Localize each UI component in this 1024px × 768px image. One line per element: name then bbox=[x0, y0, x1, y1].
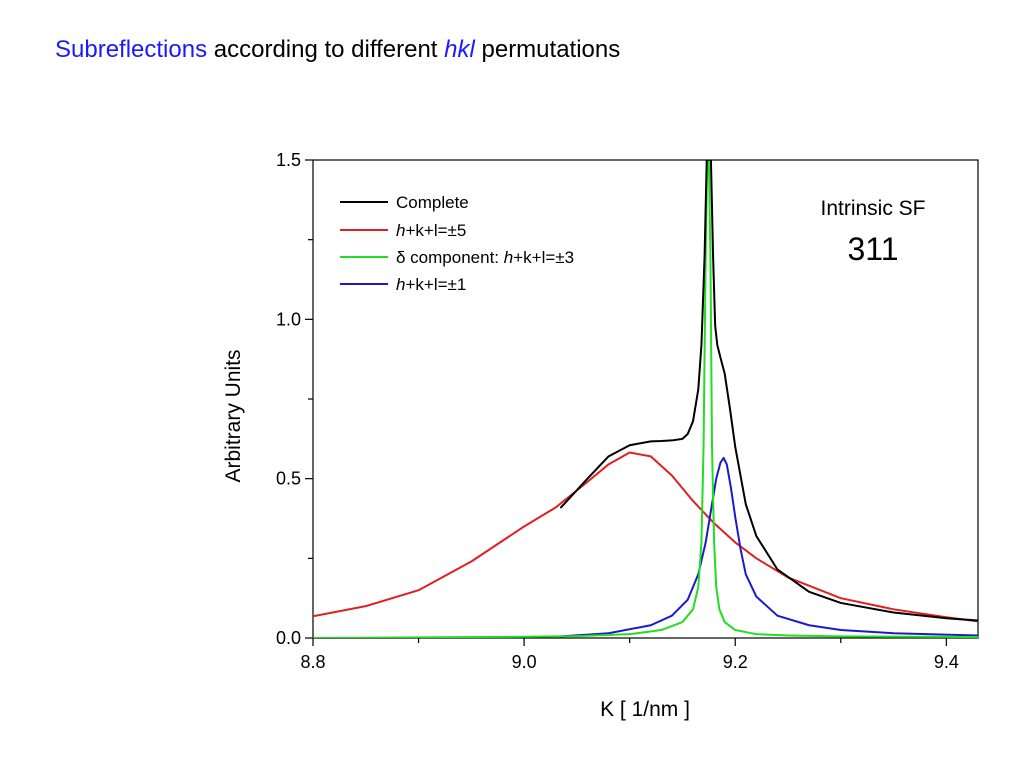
series-line-hkl5 bbox=[313, 451, 978, 623]
y-tick-labels: 0.0 0.5 1.0 1.5 bbox=[276, 150, 301, 648]
slide-title: Subreflections according to different hk… bbox=[55, 36, 620, 64]
y-tick-label: 1.0 bbox=[276, 309, 301, 329]
y-tick-label: 0.5 bbox=[276, 469, 301, 489]
title-part-subreflections: Subreflections bbox=[55, 36, 208, 63]
title-part-permutations: permutations bbox=[474, 36, 621, 63]
legend: Complete h+k+l=±5 δ component: h+k+l=±3 … bbox=[340, 193, 574, 294]
series-group bbox=[313, 160, 978, 638]
legend-entry-delta3: δ component: h+k+l=±3 bbox=[396, 248, 574, 267]
legend-entry-hkl1: h+k+l=±1 bbox=[396, 275, 466, 294]
legend-entry-complete: Complete bbox=[396, 193, 469, 212]
series-line-hkl1 bbox=[560, 456, 978, 638]
y-axis-label: Arbitrary Units bbox=[222, 349, 245, 482]
y-tick-label: 0.0 bbox=[276, 628, 301, 648]
x-tick-labels: 8.8 9.0 9.2 9.4 bbox=[300, 652, 958, 672]
title-part-according: according to different bbox=[207, 36, 445, 63]
annotation-reflection-311: 311 bbox=[847, 231, 898, 267]
title-part-hkl: hkl bbox=[444, 36, 475, 63]
annotation-intrinsic-sf: Intrinsic SF bbox=[820, 197, 925, 220]
x-tick-label: 9.2 bbox=[723, 652, 748, 672]
x-tick-label: 9.0 bbox=[512, 652, 537, 672]
x-axis-label: K [ 1/nm ] bbox=[600, 698, 690, 721]
series-line-complete bbox=[560, 160, 978, 622]
y-tick-label: 1.5 bbox=[276, 150, 301, 170]
legend-entry-hkl5: h+k+l=±5 bbox=[396, 221, 466, 240]
tick-marks bbox=[305, 159, 947, 646]
series-line-delta3 bbox=[313, 160, 978, 638]
x-tick-label: 8.8 bbox=[300, 652, 325, 672]
x-tick-label: 9.4 bbox=[934, 652, 959, 672]
